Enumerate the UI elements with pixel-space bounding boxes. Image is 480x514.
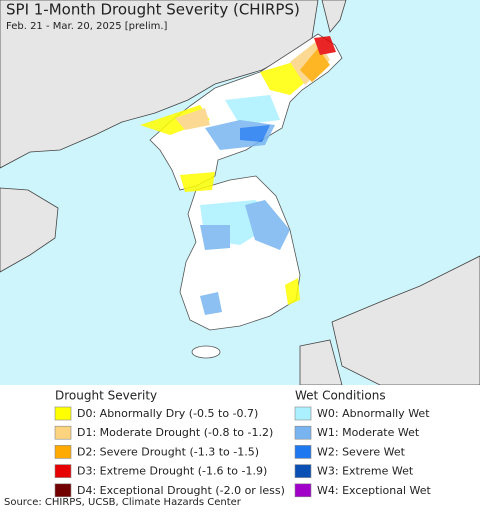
- legend-label: D3: Extreme Drought (-1.6 to -1.9): [77, 465, 267, 478]
- legend-swatch: [54, 483, 72, 498]
- legend-swatch: [54, 445, 72, 459]
- patch: [175, 108, 210, 130]
- title: SPI 1-Month Drought Severity (CHIRPS): [6, 1, 300, 19]
- patch: [240, 125, 270, 142]
- patch: [200, 292, 222, 315]
- russia: [321, 0, 347, 33]
- legend-label: D1: Moderate Drought (-0.8 to -1.2): [77, 426, 273, 439]
- legend-swatch: [54, 425, 72, 440]
- legend-label: W1: Moderate Wet: [317, 426, 420, 439]
- legend-label: D0: Abnormally Dry (-0.5 to -0.7): [77, 407, 258, 420]
- legend-swatch: [294, 425, 312, 440]
- patch: [180, 172, 215, 192]
- legend-heading: Wet Conditions: [295, 389, 386, 403]
- legend-label: D2: Severe Drought (-1.3 to -1.5): [77, 445, 259, 458]
- wet-patches: [200, 95, 290, 315]
- jeju: [191, 345, 221, 359]
- subtitle: Feb. 21 - Mar. 20, 2025 [prelim.]: [6, 21, 168, 32]
- legend-swatch: [294, 406, 312, 421]
- patch: [225, 95, 280, 125]
- legend-swatch: [294, 445, 312, 459]
- legend-label: W0: Abnormally Wet: [317, 407, 430, 420]
- patch: [314, 36, 336, 55]
- legend-label: W2: Severe Wet: [317, 445, 406, 458]
- patch: [285, 278, 300, 305]
- source: Source: CHIRPS, UCSB, Climate Hazards Ce…: [4, 497, 242, 508]
- legend-swatch: [54, 406, 72, 421]
- legend-label: W4: Exceptional Wet: [317, 484, 432, 497]
- legend-label: W3: Extreme Wet: [317, 465, 414, 478]
- legend-swatch: [294, 464, 312, 478]
- legend-swatch: [54, 464, 72, 478]
- patch: [245, 200, 290, 250]
- legend: Drought Severity D0: Abnormally Dry (-0.5…: [0, 385, 480, 498]
- map: [0, 0, 480, 386]
- china-east: [0, 187, 59, 273]
- legend-background: [0, 385, 480, 493]
- drought-patches: [140, 36, 336, 305]
- patch: [200, 225, 230, 250]
- patch: [300, 48, 330, 82]
- legend-heading: Drought Severity: [55, 389, 157, 403]
- legend-label: D4: Exceptional Drought (-2.0 or less): [77, 484, 285, 497]
- japan-honshu: [331, 255, 480, 386]
- legend-swatch: [294, 483, 312, 498]
